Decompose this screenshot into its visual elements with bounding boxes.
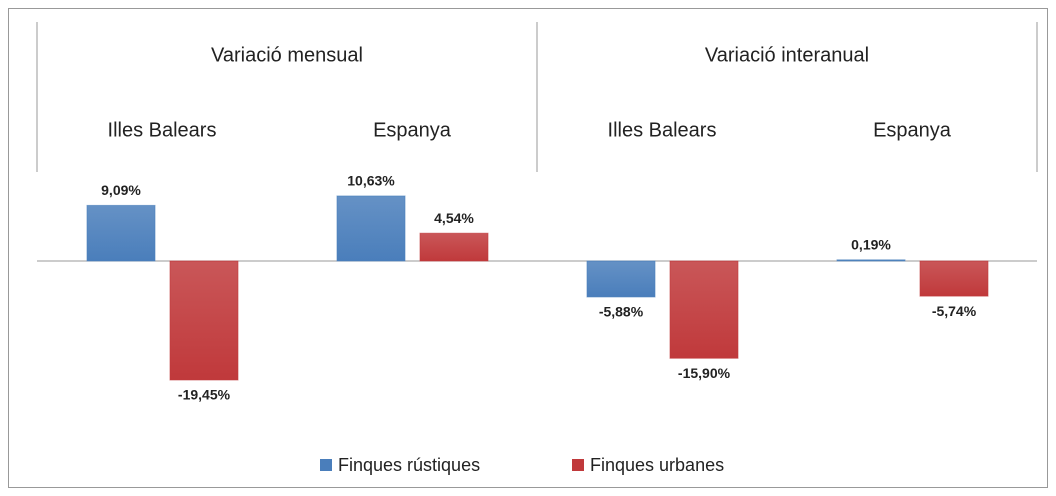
bar xyxy=(419,232,489,262)
bar xyxy=(169,260,239,381)
data-label: 4,54% xyxy=(434,210,474,226)
category-label: Illes Balears xyxy=(108,119,217,141)
data-label: -5,88% xyxy=(599,304,644,320)
bar xyxy=(669,260,739,359)
bar xyxy=(919,260,989,297)
data-label: 0,19% xyxy=(851,237,891,253)
data-label: 10,63% xyxy=(347,173,395,189)
group-label: Variació interanual xyxy=(705,44,869,66)
data-label: -19,45% xyxy=(178,387,231,403)
bar xyxy=(836,259,906,262)
chart-frame xyxy=(8,8,1048,488)
category-label: Espanya xyxy=(873,119,952,141)
bar xyxy=(586,260,656,298)
category-label: Illes Balears xyxy=(608,119,717,141)
data-label: -5,74% xyxy=(932,303,977,319)
category-label: Espanya xyxy=(373,119,452,141)
group-label: Variació mensual xyxy=(211,44,363,66)
bar xyxy=(86,204,156,262)
legend-label: Finques urbanes xyxy=(590,455,724,475)
legend-label: Finques rústiques xyxy=(338,455,480,475)
data-label: -15,90% xyxy=(678,365,731,381)
bar xyxy=(336,195,406,262)
data-label: 9,09% xyxy=(101,182,141,198)
legend-swatch xyxy=(320,459,332,471)
legend-swatch xyxy=(572,459,584,471)
